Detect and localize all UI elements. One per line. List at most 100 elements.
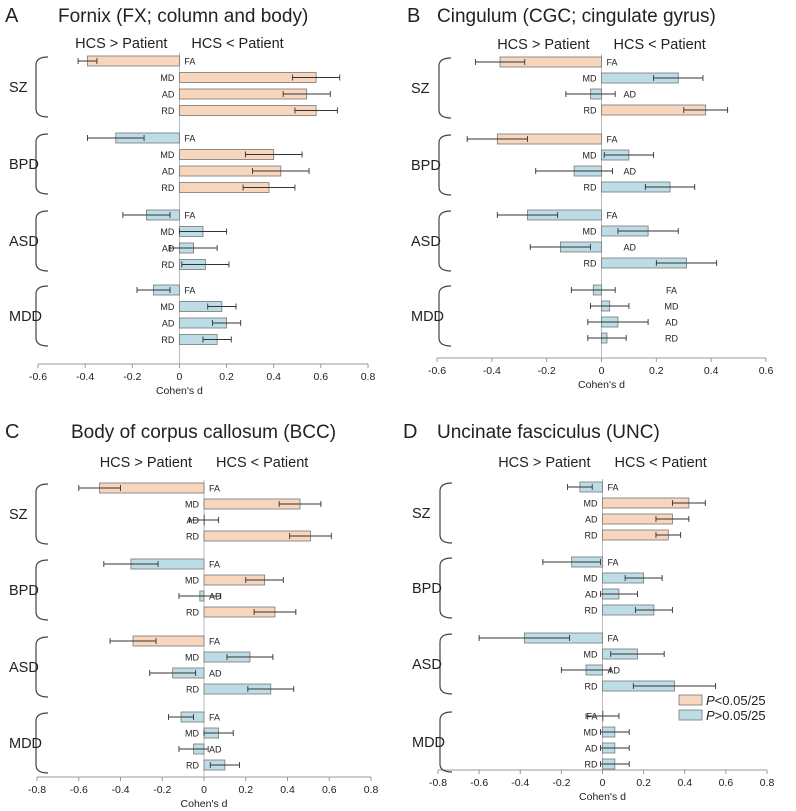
x-axis-title: Cohen's d — [579, 791, 626, 803]
panel-title: Cingulum (CGC; cingulate gyrus) — [437, 6, 716, 27]
group-label: MDD — [9, 309, 42, 325]
x-tick-label: -0.4 — [511, 777, 529, 789]
group-label: MDD — [9, 736, 42, 752]
legend-threshold: >0.05/25 — [715, 708, 766, 723]
bar-label: FA — [608, 558, 619, 568]
group-label: SZ — [9, 80, 28, 96]
group-label: MDD — [412, 735, 445, 751]
x-tick-label: 0.6 — [719, 777, 734, 789]
group-bracket — [35, 285, 49, 347]
x-tick-label: 0.6 — [322, 784, 337, 796]
bar-label: FA — [184, 134, 195, 144]
x-tick-label: 0 — [177, 371, 183, 383]
bar-label: FA — [608, 634, 619, 644]
bar-label: AD — [585, 515, 598, 525]
group-bracket — [35, 636, 49, 698]
x-tick-label: -0.4 — [483, 365, 501, 377]
legend: P<0.05/25P>0.05/25 — [678, 693, 766, 723]
group-label: BPD — [412, 581, 442, 597]
panel-d: D Uncinate fasciculus (UNC) HCS > Patient H… — [403, 421, 774, 803]
right-header: HCS < Patient — [614, 37, 706, 53]
bar-label: MD — [584, 499, 598, 509]
bar-label: MD — [160, 73, 174, 83]
bar-label: MD — [584, 728, 598, 738]
legend-threshold: <0.05/25 — [715, 693, 766, 708]
bar-label: RD — [186, 608, 199, 618]
bar-label: RD — [186, 532, 199, 542]
bar-label: MD — [185, 729, 199, 739]
x-tick-label: 0.2 — [649, 365, 664, 377]
group-label: ASD — [9, 660, 39, 676]
bar-label: FA — [607, 135, 618, 145]
right-header: HCS < Patient — [191, 36, 283, 52]
bar-label: FA — [586, 712, 597, 722]
x-tick-label: -0.6 — [470, 777, 488, 789]
group-bracket — [35, 712, 49, 774]
x-tick-label: -0.2 — [538, 365, 556, 377]
group-bracket — [35, 133, 49, 195]
group-label: ASD — [411, 234, 441, 250]
x-axis-title: Cohen's d — [578, 379, 625, 391]
panel-b: B Cingulum (CGC; cingulate gyrus) HCS > Pa… — [407, 5, 773, 391]
bar-label: FA — [184, 57, 195, 67]
x-tick-label: -0.8 — [429, 777, 447, 789]
bar-label: RD — [665, 334, 678, 344]
bar-label: MD — [160, 302, 174, 312]
x-tick-label: -0.6 — [428, 365, 446, 377]
group-bracket — [438, 134, 452, 196]
group-label: BPD — [411, 158, 441, 174]
left-header: HCS > Patient — [100, 455, 192, 471]
x-axis-title: Cohen's d — [156, 385, 203, 397]
bar-label: FA — [608, 483, 619, 493]
bar-label: MD — [160, 150, 174, 160]
legend-p: P — [706, 693, 715, 708]
bar-label: AD — [585, 590, 598, 600]
bar-label: RD — [585, 531, 598, 541]
left-header: HCS > Patient — [497, 37, 589, 53]
bar-label: RD — [584, 106, 597, 116]
group-bracket — [439, 633, 453, 695]
bar-label: RD — [186, 761, 199, 771]
x-tick-label: 0.2 — [219, 371, 234, 383]
bar-label: AD — [624, 167, 637, 177]
x-tick-label: 0.2 — [636, 777, 651, 789]
x-tick-label: 0.4 — [280, 784, 295, 796]
x-tick-label: 0.8 — [364, 784, 379, 796]
group-label: SZ — [411, 81, 430, 97]
bar-label: AD — [209, 592, 222, 602]
x-tick-label: -0.2 — [123, 371, 141, 383]
group-label: SZ — [9, 507, 28, 523]
x-tick-label: 0.4 — [677, 777, 692, 789]
bar-label: AD — [665, 318, 678, 328]
x-tick-label: 0.8 — [361, 371, 376, 383]
legend-p: P — [706, 708, 715, 723]
bar-label: MD — [584, 650, 598, 660]
panel-letter: D — [403, 421, 417, 443]
group-bracket — [35, 483, 49, 545]
bar-label: FA — [607, 211, 618, 221]
bar-label: RD — [161, 260, 174, 270]
panel-title: Uncinate fasciculus (UNC) — [437, 422, 660, 443]
group-label: ASD — [9, 234, 39, 250]
left-header: HCS > Patient — [498, 455, 590, 471]
group-label: BPD — [9, 583, 39, 599]
panel-a: A Fornix (FX; column and body) HCS > Patie… — [5, 5, 375, 397]
legend-label: P<0.05/25 — [706, 693, 766, 708]
x-tick-label: 0.6 — [759, 365, 774, 377]
x-tick-label: -0.6 — [70, 784, 88, 796]
x-tick-label: -0.6 — [29, 371, 47, 383]
x-tick-label: 0 — [600, 777, 606, 789]
group-label: MDD — [411, 309, 444, 325]
x-tick-label: -0.4 — [76, 371, 94, 383]
bar-label: MD — [583, 74, 597, 84]
group-bracket — [438, 57, 452, 119]
x-tick-label: 0.4 — [266, 371, 281, 383]
x-tick-label: 0.8 — [760, 777, 775, 789]
x-tick-label: -0.2 — [552, 777, 570, 789]
right-header: HCS < Patient — [615, 455, 707, 471]
bar — [87, 55, 180, 67]
bar-label: MD — [185, 500, 199, 510]
legend-label: P>0.05/25 — [706, 708, 766, 723]
left-header: HCS > Patient — [75, 36, 167, 52]
